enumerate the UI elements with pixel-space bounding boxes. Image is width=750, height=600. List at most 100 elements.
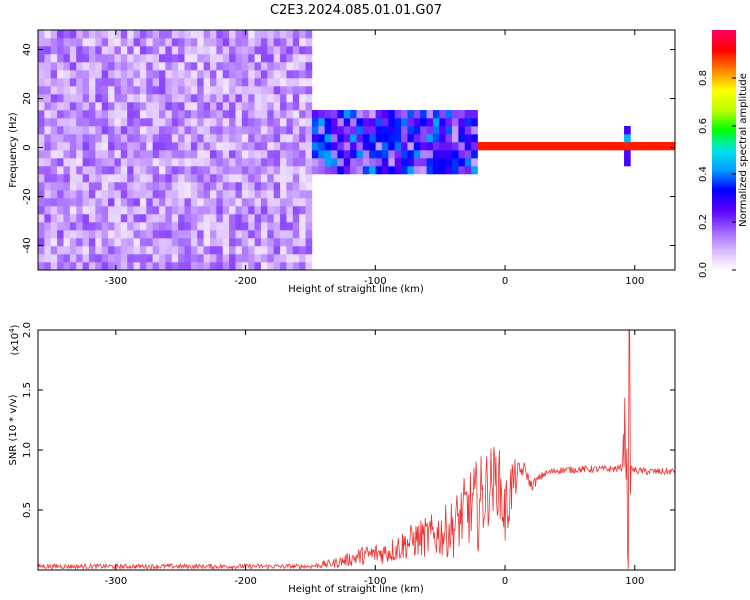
heatmap-cell <box>229 214 236 223</box>
heatmap-cell <box>152 94 160 103</box>
heatmap-cell <box>299 166 306 175</box>
heatmap-cell <box>57 38 64 47</box>
heatmap-cell <box>197 70 204 79</box>
heatmap-cell <box>267 38 274 47</box>
heatmap-cell <box>95 62 102 71</box>
heatmap-cell <box>292 78 300 87</box>
heatmap-cell <box>248 126 255 135</box>
heatmap-cell <box>585 142 593 151</box>
heatmap-cell <box>127 246 134 255</box>
heatmap-cell <box>184 86 192 95</box>
heatmap-cell <box>209 182 217 191</box>
heatmap-cell <box>101 254 109 263</box>
y-tick-label: 2.0 <box>22 322 33 338</box>
heatmap-cell <box>57 238 64 247</box>
heatmap-cell <box>381 126 389 135</box>
heatmap-cell <box>171 190 179 199</box>
heatmap-cell <box>146 118 153 127</box>
heatmap-cell <box>248 142 255 151</box>
heatmap-cell <box>248 246 255 255</box>
heatmap-cell <box>44 166 52 175</box>
heatmap-cell <box>152 118 160 127</box>
heatmap-cell <box>362 150 370 159</box>
heatmap-cell <box>305 78 313 87</box>
heatmap-cell <box>57 190 64 199</box>
heatmap-cell <box>286 54 294 63</box>
heatmap-cell <box>88 86 96 95</box>
heatmap-cell <box>69 126 77 135</box>
heatmap-cell <box>324 134 332 143</box>
heatmap-cell <box>241 214 249 223</box>
heatmap-cell <box>324 118 332 127</box>
heatmap-cell <box>190 190 198 199</box>
heatmap-cell <box>229 158 236 167</box>
heatmap-cell <box>305 238 313 247</box>
heatmap-cell <box>280 70 287 79</box>
heatmap-cell <box>222 230 230 239</box>
heatmap-cell <box>171 222 179 231</box>
heatmap-cell <box>318 134 325 143</box>
heatmap-cell <box>101 134 109 143</box>
heatmap-cell <box>108 86 115 95</box>
heatmap-cell <box>139 126 147 135</box>
heatmap-cell <box>50 134 58 143</box>
heatmap-cell <box>305 150 313 159</box>
heatmap-cell <box>426 118 434 127</box>
heatmap-cell <box>248 198 255 207</box>
heatmap-cell <box>139 222 147 231</box>
heatmap-cell <box>458 150 466 159</box>
heatmap-cell <box>63 94 71 103</box>
heatmap-cell <box>216 190 224 199</box>
heatmap-cell <box>57 70 64 79</box>
heatmap-cell <box>324 110 332 119</box>
heatmap-cell <box>88 150 96 159</box>
heatmap-cell <box>101 230 109 239</box>
heatmap-cell <box>439 150 446 159</box>
heatmap-cell <box>101 206 109 215</box>
heatmap-cell <box>171 182 179 191</box>
heatmap-cell <box>50 110 58 119</box>
spectrogram-x-ticks: -300 -200 -100 0 100 <box>104 30 644 287</box>
heatmap-cell <box>229 246 236 255</box>
colorbar-label: Normalized spectral amplitude <box>738 73 749 227</box>
heatmap-cell <box>101 246 109 255</box>
heatmap-cell <box>292 38 300 47</box>
heatmap-cell <box>280 182 287 191</box>
heatmap-cell <box>407 166 415 175</box>
heatmap-cell <box>88 78 96 87</box>
heatmap-cell <box>267 262 274 271</box>
heatmap-cell <box>248 86 255 95</box>
heatmap-cell <box>44 206 52 215</box>
heatmap-cell <box>254 166 262 175</box>
heatmap-cell <box>337 150 345 159</box>
heatmap-cell <box>229 142 236 151</box>
heatmap-cell <box>222 214 230 223</box>
heatmap-cell <box>464 134 472 143</box>
heatmap-cell <box>254 246 262 255</box>
heatmap-cell <box>235 38 243 47</box>
heatmap-cell <box>82 142 90 151</box>
heatmap-cell <box>241 166 249 175</box>
heatmap-cell <box>139 46 147 55</box>
heatmap-cell <box>133 38 141 47</box>
heatmap-cell <box>101 118 109 127</box>
heatmap-cell <box>209 86 217 95</box>
heatmap-cell <box>159 190 166 199</box>
heatmap-cell <box>38 166 45 175</box>
heatmap-cell <box>82 182 90 191</box>
heatmap-cell <box>57 46 64 55</box>
heatmap-cell <box>299 198 306 207</box>
x-tick-label: -100 <box>364 276 387 287</box>
heatmap-cell <box>171 54 179 63</box>
heatmap-cell <box>69 182 77 191</box>
heatmap-cell <box>445 118 453 127</box>
heatmap-cell <box>146 174 153 183</box>
heatmap-cell <box>248 262 255 271</box>
heatmap-cell <box>292 214 300 223</box>
heatmap-cell <box>82 78 90 87</box>
y-tick-label: 1.0 <box>22 442 33 458</box>
heatmap-cell <box>178 198 185 207</box>
heatmap-cell <box>216 262 224 271</box>
heatmap-cell <box>184 158 192 167</box>
heatmap-cell <box>178 142 185 151</box>
